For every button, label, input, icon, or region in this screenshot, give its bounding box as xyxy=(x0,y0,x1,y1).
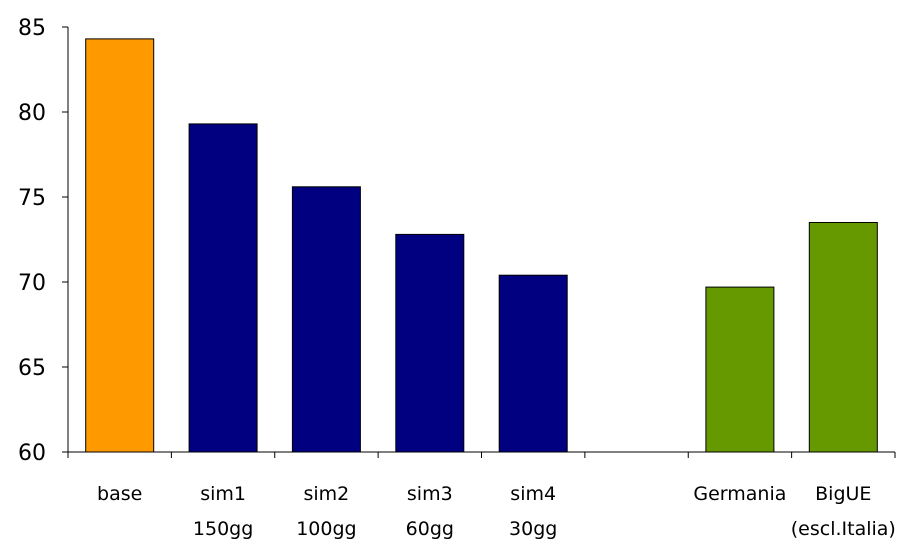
y-tick-label: 60 xyxy=(18,441,46,466)
y-tick-label: 65 xyxy=(18,356,46,381)
y-tick-label: 75 xyxy=(18,186,46,211)
x-tick-label: BigUE xyxy=(815,483,871,505)
bar-sim4 xyxy=(498,274,568,453)
bar-base xyxy=(85,38,155,453)
y-tick-label: 85 xyxy=(18,16,46,41)
x-tick-label: sim4 xyxy=(510,483,556,505)
axes-layer xyxy=(62,26,896,458)
x-tick-label: 150gg xyxy=(193,518,253,540)
y-tick-label: 80 xyxy=(18,101,46,126)
x-tick-label: 60gg xyxy=(406,518,454,540)
x-tick-label: sim3 xyxy=(407,483,453,505)
bar-bigue xyxy=(808,222,878,453)
x-tick-label: base xyxy=(97,483,142,505)
bar-sim1 xyxy=(188,123,258,453)
x-tick-label: Germania xyxy=(693,483,786,505)
bars-layer xyxy=(85,38,878,453)
x-tick-label: 30gg xyxy=(509,518,557,540)
bar-sim2 xyxy=(291,186,361,453)
labels-layer: 60 65 70 75 80 85 base sim1 150gg sim2 100gg sim3 60… xyxy=(18,16,896,540)
x-tick-label: sim2 xyxy=(304,483,350,505)
x-tick-label: (escl.Italia) xyxy=(791,518,896,540)
x-tick-label: sim1 xyxy=(200,483,246,505)
bar-germania xyxy=(705,286,775,453)
y-tick-label: 70 xyxy=(18,271,46,296)
bar-sim3 xyxy=(395,233,465,453)
x-tick-label: 100gg xyxy=(296,518,356,540)
